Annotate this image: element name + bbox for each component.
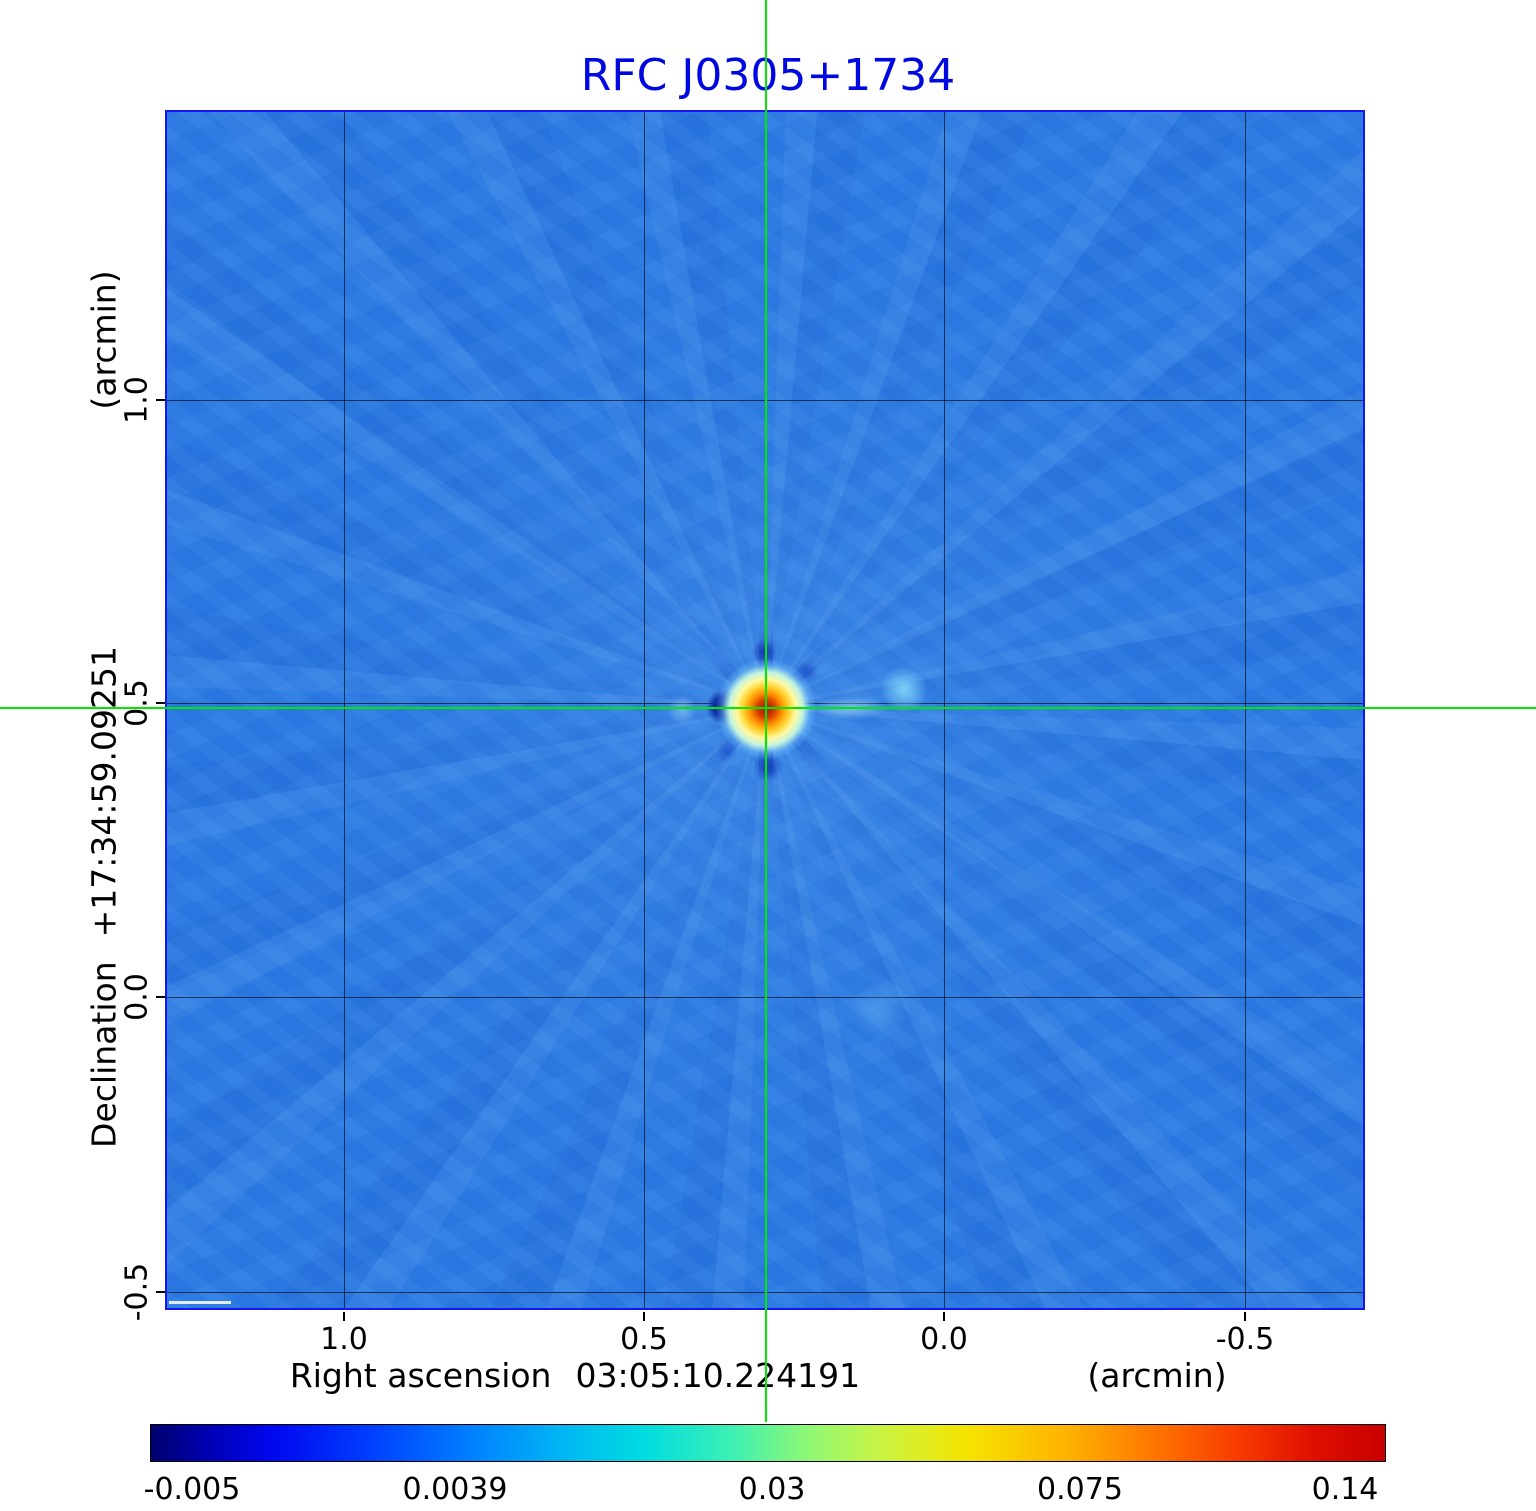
beam-indicator — [169, 1301, 231, 1304]
y-axis-label-text: Declination — [84, 961, 124, 1148]
y-axis-title: Declination +17:34:59.09251 — [85, 646, 124, 1148]
grid-line-vertical — [1245, 112, 1246, 1308]
x-axis-tick — [343, 1312, 345, 1321]
crosshair-vertical-line — [765, 0, 767, 1422]
positive-sidelobe — [667, 694, 697, 724]
y-axis-unit: (arcmin) — [84, 270, 124, 410]
colorbar-tick-label: 0.0039 — [402, 1472, 508, 1507]
x-axis-coordinate: 03:05:10.224191 — [575, 1356, 861, 1395]
colorbar-tick-label: 0.14 — [1311, 1472, 1379, 1507]
x-tick-label: 0.0 — [920, 1322, 968, 1357]
x-axis-title: Right ascension 03:05:10.224191 — [290, 1356, 860, 1395]
y-tick-label: 0.5 — [119, 679, 155, 727]
x-axis-tick — [1244, 1312, 1246, 1321]
colorbar-tick-label: -0.005 — [143, 1472, 241, 1507]
y-tick-label: 1.0 — [119, 376, 155, 424]
x-axis-tick — [643, 1312, 645, 1321]
y-tick-label: 0.0 — [119, 973, 155, 1021]
x-tick-label: 0.5 — [620, 1322, 668, 1357]
y-axis-tick — [156, 399, 165, 401]
intensity-colorbar — [150, 1424, 1386, 1462]
y-axis-coordinate: +17:34:59.09251 — [84, 646, 124, 938]
x-tick-label: 1.0 — [320, 1322, 368, 1357]
colorbar-tick-label: 0.03 — [738, 1472, 806, 1507]
colorbar-tick-label: 0.075 — [1037, 1472, 1123, 1507]
x-tick-label: -0.5 — [1215, 1322, 1275, 1357]
x-axis-tick — [943, 1312, 945, 1321]
y-axis-tick — [156, 996, 165, 998]
grid-line-vertical — [644, 112, 645, 1308]
x-axis-label-text: Right ascension — [289, 1356, 552, 1395]
positive-sidelobe — [881, 667, 927, 713]
x-axis-unit: (arcmin) — [1087, 1356, 1227, 1395]
grid-line-vertical — [344, 112, 345, 1308]
y-tick-label: -0.5 — [119, 1262, 155, 1322]
crosshair-horizontal-line — [0, 707, 1536, 709]
y-axis-tick — [156, 1291, 165, 1293]
grid-line-vertical — [944, 112, 945, 1308]
figure-title: RFC J0305+1734 — [580, 50, 956, 101]
y-axis-tick — [156, 702, 165, 704]
positive-sidelobe — [850, 980, 910, 1040]
